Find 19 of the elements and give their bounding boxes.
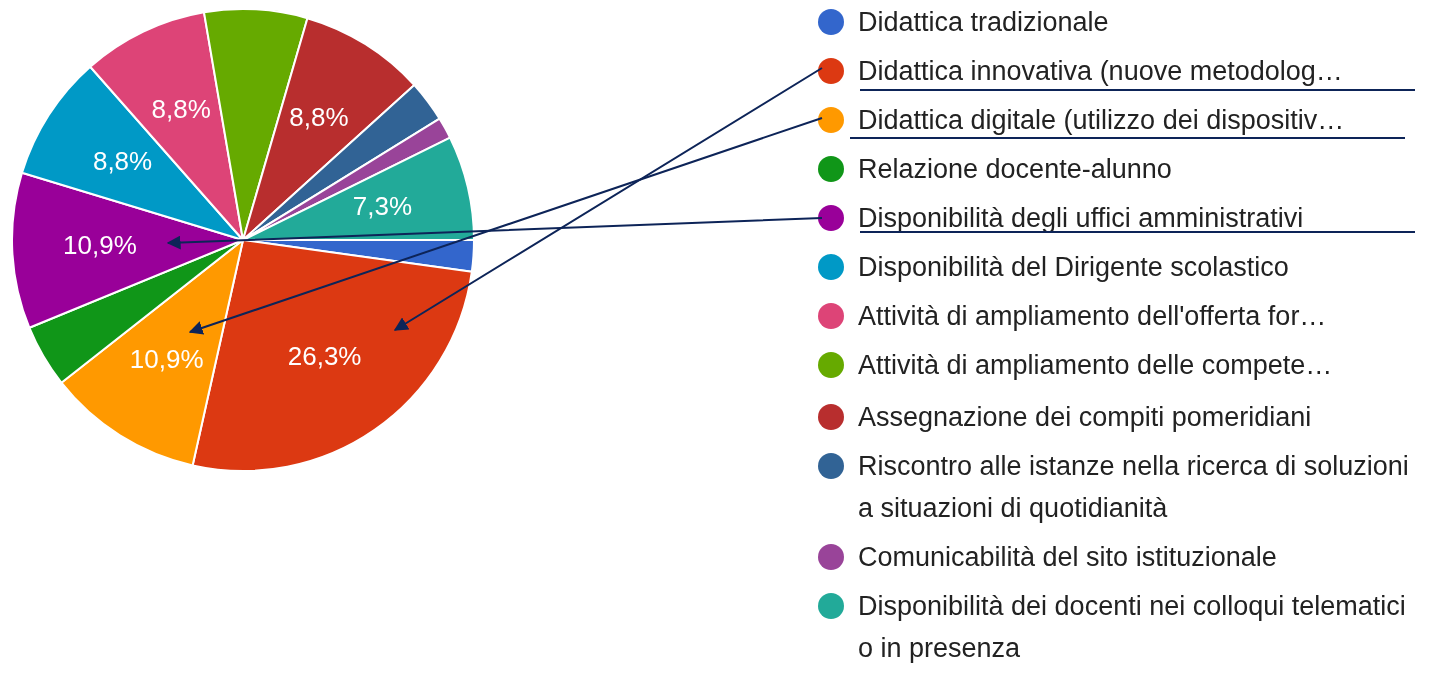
- legend-label: Didattica tradizionale: [858, 6, 1109, 39]
- legend-label: Comunicabilità del sito istituzionale: [858, 541, 1277, 574]
- data-label: 8,8%: [151, 93, 211, 124]
- legend-label: Assegnazione dei compiti pomeridiani: [858, 401, 1312, 434]
- data-label: 26,3%: [287, 340, 362, 371]
- legend-label: Riscontro alle istanze nella ricerca di soluzioni a situazioni di quotidianità: [858, 450, 1410, 525]
- data-label: 8,8%: [92, 145, 153, 176]
- legend-label: Disponibilità degli uffici amministrativi: [858, 202, 1304, 235]
- data-label: 10,9%: [63, 229, 137, 260]
- data-label: 10,9%: [129, 344, 204, 375]
- legend-label: Disponibilità del Dirigente scolastico: [858, 251, 1289, 284]
- legend-label: Didattica digitale (utilizzo dei dispositiv…: [858, 104, 1345, 137]
- data-label: 8,8%: [289, 101, 349, 132]
- legend-label: Relazione docente-alunno: [858, 153, 1172, 186]
- legend-label: Didattica innovativa (nuove metodolog…: [858, 55, 1343, 88]
- legend-label: Attività di ampliamento dell'offerta for…: [858, 300, 1327, 333]
- legend-label: Disponibilità dei docenti nei colloqui telematici o in presenza: [858, 590, 1407, 665]
- legend-label: Attività di ampliamento delle compete…: [858, 349, 1333, 382]
- data-label: 7,3%: [352, 190, 413, 221]
